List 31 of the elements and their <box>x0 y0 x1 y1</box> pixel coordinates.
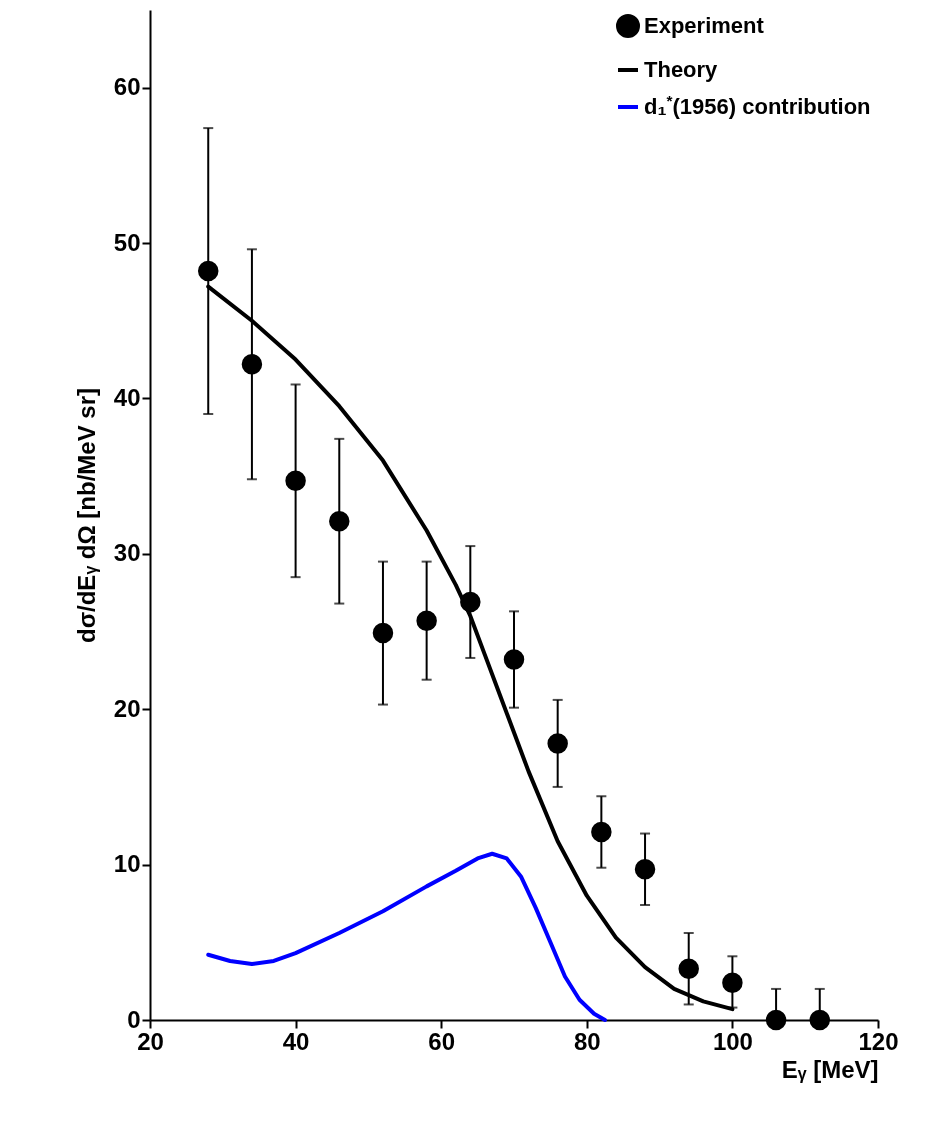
point <box>678 958 699 979</box>
point <box>765 1009 787 1031</box>
point <box>197 260 219 282</box>
x-tick-label: 80 <box>573 1027 601 1055</box>
point <box>503 649 525 670</box>
y-tick-label: 40 <box>113 383 141 411</box>
y-tick-label: 60 <box>113 73 141 101</box>
point <box>285 470 306 492</box>
y-tick-label: 20 <box>113 694 141 722</box>
point <box>372 622 394 644</box>
x-tick-label: 60 <box>428 1027 456 1055</box>
legend-label: Theory <box>644 57 719 82</box>
legend-label: d₁$^{*}$(1956) contribution <box>644 91 871 119</box>
x-axis-title: Eᵧ [MeV] <box>781 1055 879 1083</box>
point <box>591 821 612 843</box>
y-axis-title: dσ/dEᵧ dΩ [nb/MeV sr] <box>72 387 100 644</box>
point <box>809 1009 831 1031</box>
legend-label: Experiment <box>644 13 765 38</box>
x-tick-label: 100 <box>712 1027 753 1055</box>
y-tick-label: 30 <box>113 539 141 567</box>
point <box>722 972 743 993</box>
x-tick-label: 120 <box>858 1027 899 1055</box>
x-tick-label: 40 <box>282 1027 310 1055</box>
point <box>547 733 568 754</box>
point <box>416 610 437 631</box>
y-tick-label: 10 <box>113 850 141 878</box>
line-series <box>206 851 607 1022</box>
point <box>241 354 263 375</box>
y-tick-label: 50 <box>113 228 141 256</box>
point <box>329 510 350 532</box>
point <box>634 859 656 880</box>
